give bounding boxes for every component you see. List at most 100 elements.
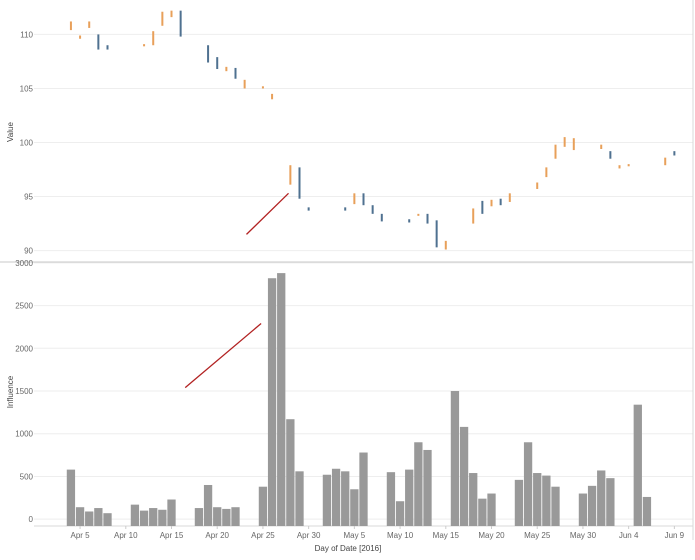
influence-bar: [633, 404, 642, 526]
x-tick-label: Apr 25: [251, 531, 275, 540]
candle-up: [508, 193, 511, 202]
x-tick-label: May 30: [570, 531, 597, 540]
influence-bar: [139, 510, 149, 526]
bottom-y-tick-label: 0: [29, 515, 34, 524]
influence-bar: [75, 507, 85, 526]
influence-bar: [322, 474, 332, 526]
candle-up: [618, 165, 621, 169]
influence-bar: [331, 468, 341, 526]
candle-up: [261, 86, 264, 89]
influence-bar: [103, 513, 112, 526]
influence-bar: [405, 469, 414, 526]
bottom-y-tick-label: 1000: [15, 430, 33, 439]
influence-bar: [267, 278, 277, 526]
influence-bar: [542, 475, 551, 526]
candle-down: [673, 151, 676, 156]
x-tick-label: Apr 20: [205, 531, 229, 540]
candle-down: [344, 207, 347, 211]
influence-bar: [469, 473, 478, 526]
influence-bar: [341, 471, 350, 526]
influence-bar: [277, 273, 286, 526]
influence-bar: [414, 442, 423, 526]
top-y-tick-label: 110: [20, 30, 33, 39]
candle-down: [371, 205, 374, 214]
candle-up: [289, 165, 292, 185]
influence-bar: [551, 486, 560, 526]
candle-down: [207, 45, 210, 63]
top-y-tick-label: 100: [20, 139, 34, 148]
candle-up: [152, 31, 155, 46]
candle-up: [79, 35, 82, 39]
candle-up: [664, 157, 667, 166]
candle-down: [426, 213, 429, 224]
y-axis-title-influence: Influence: [6, 375, 15, 408]
influence-bar: [487, 493, 496, 526]
bottom-y-tick-label: 2500: [15, 302, 33, 311]
influence-bar: [194, 508, 204, 526]
candle-down: [216, 57, 219, 70]
candle-down: [435, 220, 438, 248]
bottom-y-tick-label: 2000: [15, 344, 33, 353]
candle-up: [417, 213, 420, 216]
candle-up: [563, 137, 566, 147]
influence-bar: [258, 486, 268, 526]
candle-down: [499, 198, 502, 206]
candle-up: [554, 144, 557, 159]
influence-bar: [587, 485, 597, 526]
influence-bar: [94, 508, 103, 526]
influence-bar: [203, 484, 213, 526]
candle-up: [143, 44, 146, 47]
candle-up: [161, 11, 164, 26]
x-tick-label: Jun 4: [619, 531, 639, 540]
influence-bar: [149, 508, 158, 526]
top-y-tick-label: 95: [24, 193, 33, 202]
influence-bar: [158, 509, 167, 526]
influence-bar: [295, 471, 304, 526]
candle-up: [627, 164, 630, 167]
influence-bar: [213, 507, 222, 526]
candle-down: [408, 219, 411, 223]
x-tick-label: Apr 10: [114, 531, 138, 540]
candle-up: [545, 167, 548, 178]
x-tick-label: Jun 9: [665, 531, 685, 540]
candle-down: [380, 213, 383, 222]
x-tick-label: May 25: [524, 531, 551, 540]
candle-up: [69, 21, 72, 31]
influence-bar: [167, 499, 176, 526]
x-tick-label: Apr 15: [160, 531, 184, 540]
candle-up: [243, 79, 246, 89]
influence-bar: [66, 469, 76, 526]
top-annotation-line: [246, 192, 289, 235]
x-tick-label: May 15: [433, 531, 460, 540]
bottom-y-tick-label: 3000: [15, 259, 33, 268]
influence-bar: [423, 449, 432, 526]
x-tick-label: May 10: [387, 531, 414, 540]
candle-down: [609, 151, 612, 159]
influence-bar: [642, 496, 652, 526]
influence-bar: [386, 472, 396, 526]
candle-down: [481, 200, 484, 214]
influence-bar: [359, 452, 368, 526]
influence-bar: [523, 442, 533, 526]
candle-down: [97, 34, 100, 50]
influence-bar: [85, 511, 94, 526]
x-axis-title: Day of Date [2016]: [315, 544, 382, 553]
influence-bar: [231, 507, 240, 526]
candle-up: [88, 21, 91, 28]
influence-bar: [606, 478, 615, 526]
bottom-y-tick-label: 500: [20, 472, 34, 481]
candle-up: [225, 66, 228, 72]
candle-up: [572, 138, 575, 151]
influence-bar: [350, 489, 359, 526]
x-tick-label: May 20: [478, 531, 505, 540]
candle-up: [600, 144, 603, 149]
top-y-tick-label: 90: [24, 247, 33, 256]
candle-up: [536, 182, 539, 189]
influence-bar: [459, 426, 469, 526]
influence-bar: [222, 508, 231, 526]
influence-bar: [395, 501, 405, 526]
candle-up: [490, 199, 493, 207]
influence-bar: [450, 391, 460, 526]
